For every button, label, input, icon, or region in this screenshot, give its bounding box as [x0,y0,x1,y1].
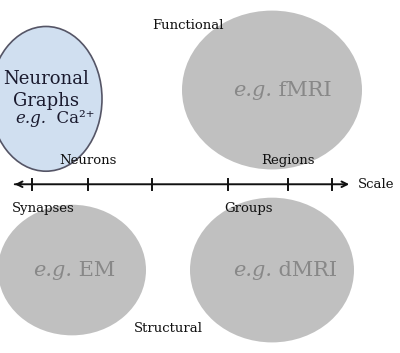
Text: Groups: Groups [224,202,272,215]
Text: e.g.: e.g. [233,261,272,280]
Text: e.g.: e.g. [15,110,46,127]
Text: Synapses: Synapses [12,202,75,215]
Text: fMRI: fMRI [272,80,332,100]
Text: Ca²⁺: Ca²⁺ [46,110,94,127]
Text: e.g.: e.g. [233,80,272,100]
Text: EM: EM [72,261,115,280]
Text: Regions: Regions [261,154,315,167]
Text: e.g.: e.g. [33,261,72,280]
Ellipse shape [190,198,354,342]
Text: Structural: Structural [134,322,202,335]
Text: dMRI: dMRI [272,261,337,280]
Ellipse shape [0,205,146,335]
Text: Functional: Functional [152,19,224,32]
Ellipse shape [182,11,362,169]
Text: Graphs: Graphs [13,92,79,109]
Ellipse shape [0,26,102,171]
Text: Neurons: Neurons [59,154,117,167]
Text: Neuronal: Neuronal [3,71,89,88]
Text: Scale: Scale [358,178,394,191]
